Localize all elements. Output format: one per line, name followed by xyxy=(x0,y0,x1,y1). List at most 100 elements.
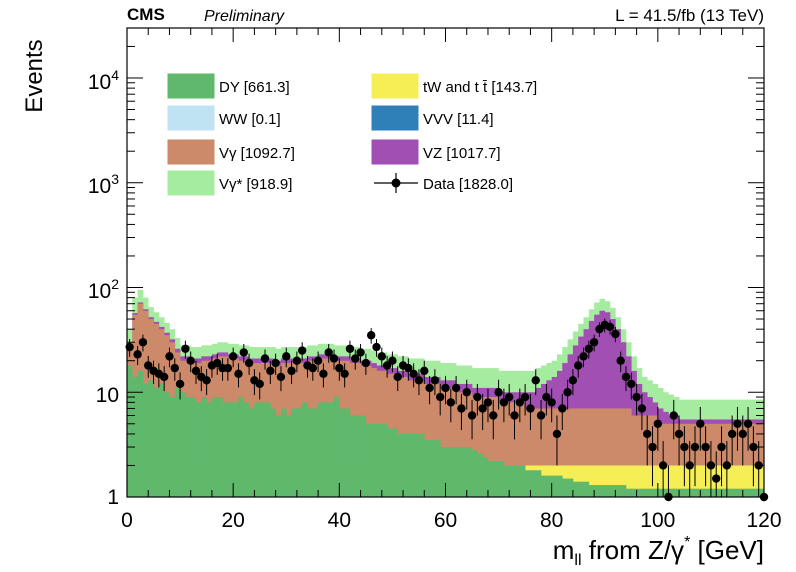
y-tick-label: 1 xyxy=(107,486,119,509)
x-tick-label: 80 xyxy=(540,509,563,532)
data-point xyxy=(462,379,471,410)
data-point xyxy=(536,399,546,440)
bar xyxy=(307,408,314,497)
data-marker xyxy=(743,419,753,428)
data-marker xyxy=(621,372,631,382)
bar xyxy=(631,465,637,497)
data-point xyxy=(404,358,413,381)
data-point xyxy=(478,393,487,431)
data-marker xyxy=(430,376,440,385)
data-marker xyxy=(526,404,535,413)
data-marker xyxy=(473,392,482,402)
bar xyxy=(227,402,234,497)
data-point xyxy=(425,375,434,405)
data-marker xyxy=(722,461,732,470)
data-marker xyxy=(563,388,572,397)
bar xyxy=(721,488,728,497)
bar xyxy=(721,465,728,497)
bar xyxy=(610,485,616,497)
bar xyxy=(514,402,521,497)
bar xyxy=(578,465,584,497)
bar xyxy=(594,465,600,497)
bar xyxy=(689,488,696,497)
legend-label: VVV [11.4] xyxy=(423,111,494,128)
bar xyxy=(726,488,733,497)
data-marker xyxy=(706,461,716,470)
data-marker xyxy=(627,379,636,389)
data-marker xyxy=(552,429,562,439)
bar xyxy=(758,488,765,497)
bar xyxy=(689,423,696,497)
data-marker xyxy=(271,358,280,368)
data-point xyxy=(738,415,747,466)
data-point xyxy=(701,426,710,487)
data-marker xyxy=(266,366,275,376)
y-tick-label-e4: 104 xyxy=(88,67,119,94)
bar xyxy=(424,440,430,497)
data-marker xyxy=(584,344,594,353)
data-point xyxy=(308,358,317,381)
bar xyxy=(312,408,319,497)
data-point xyxy=(499,388,509,423)
x-tick-label: 40 xyxy=(328,509,351,532)
bar xyxy=(599,310,606,497)
data-marker xyxy=(345,344,355,353)
data-marker xyxy=(637,404,647,413)
lumi-label: L = 41.5/fb (13 TeV) xyxy=(615,6,764,25)
bar xyxy=(631,415,637,497)
data-marker xyxy=(499,398,509,407)
bar xyxy=(472,397,478,497)
bar xyxy=(450,447,457,497)
data-point xyxy=(441,375,450,405)
bar xyxy=(127,365,133,497)
bar xyxy=(387,428,393,497)
data-point xyxy=(759,465,769,502)
data-marker xyxy=(234,369,243,378)
data-marker xyxy=(425,383,434,393)
bar xyxy=(551,408,558,497)
data-marker xyxy=(181,344,190,353)
legend: DY [661.3] tW and t t̄ [143.7] WW [0.1] VVV… xyxy=(167,73,537,196)
data-marker xyxy=(483,398,493,407)
x-tick-label: 60 xyxy=(434,509,457,532)
bar xyxy=(742,488,749,497)
bar xyxy=(477,397,483,497)
bar xyxy=(705,488,712,497)
data-point xyxy=(712,451,721,497)
legend-swatch xyxy=(371,73,419,99)
data-point xyxy=(627,372,636,400)
bar xyxy=(673,488,680,497)
bar xyxy=(493,397,499,497)
bar xyxy=(583,481,590,497)
bar xyxy=(668,465,675,497)
bar xyxy=(673,465,680,497)
data-marker xyxy=(244,358,254,368)
data-point xyxy=(584,340,594,359)
bar xyxy=(461,447,468,497)
data-marker xyxy=(138,338,148,347)
bar xyxy=(716,423,722,497)
bar xyxy=(726,465,733,497)
data-point xyxy=(234,363,243,388)
data-point xyxy=(356,343,365,363)
bar xyxy=(392,428,399,497)
data-marker xyxy=(632,392,641,402)
bar xyxy=(588,408,595,497)
data-marker xyxy=(568,376,578,385)
data-marker xyxy=(648,442,657,452)
bar xyxy=(583,465,590,497)
data-marker xyxy=(478,404,487,413)
bar xyxy=(541,475,547,497)
data-point xyxy=(388,351,397,373)
bar xyxy=(153,387,160,497)
bar xyxy=(647,415,653,497)
bar xyxy=(461,392,468,497)
bar xyxy=(716,488,722,497)
x-tick-label: 100 xyxy=(640,509,675,532)
bar xyxy=(365,423,372,497)
bar xyxy=(371,423,377,497)
data-marker xyxy=(520,392,530,402)
data-point xyxy=(648,426,657,487)
legend-entry: VZ [1017.7] xyxy=(371,139,501,165)
legend-label: Vγ [1092.7] xyxy=(219,145,295,162)
